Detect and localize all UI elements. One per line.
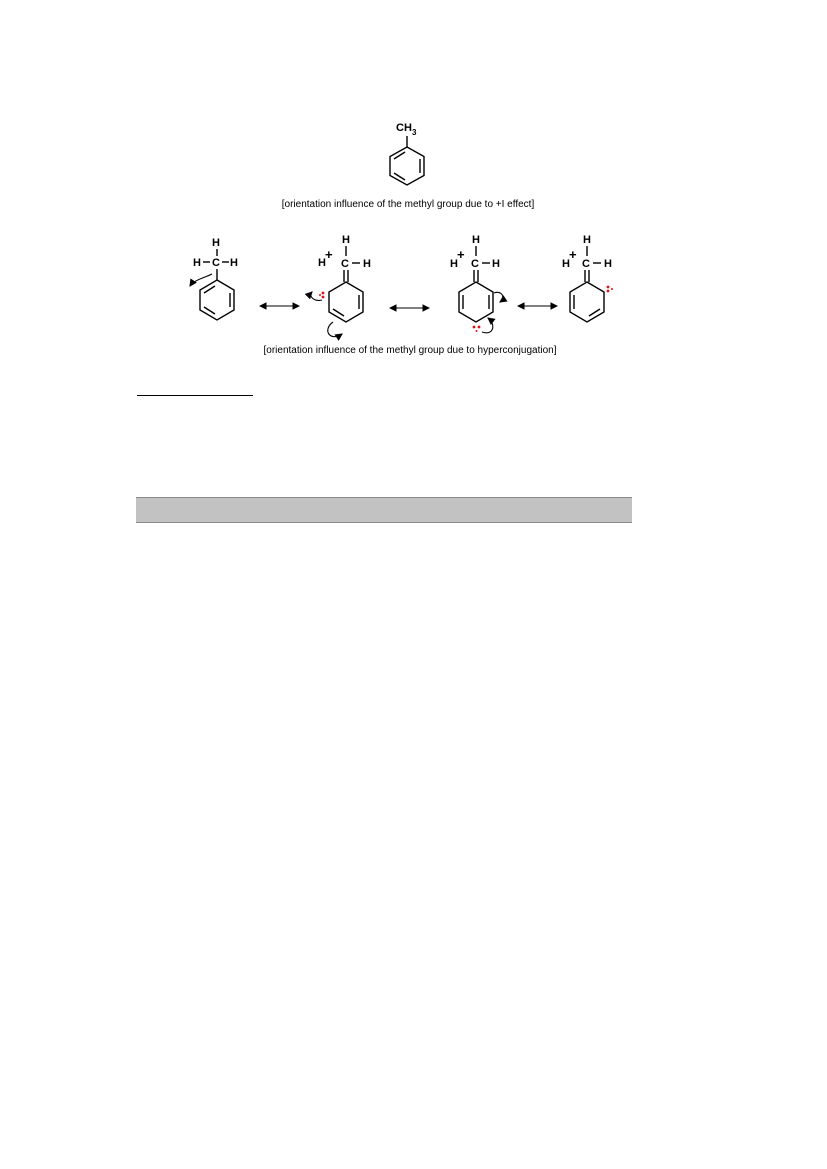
svg-text:H: H — [583, 234, 591, 246]
ring-3 — [458, 281, 494, 323]
svg-text:H: H — [212, 237, 220, 249]
shaded-header-band — [136, 497, 632, 523]
svg-text:H: H — [562, 258, 570, 270]
ring-4 — [569, 281, 605, 323]
curved-arrow — [189, 273, 213, 287]
svg-text:H: H — [342, 234, 350, 246]
resonance-structure-1: H H C H — [189, 237, 238, 321]
svg-text:C: C — [212, 257, 220, 269]
curved-arrow — [481, 317, 496, 334]
resonance-structure-2: H H + C H — [304, 234, 371, 341]
svg-text:H: H — [318, 257, 326, 269]
caption-inductive: [orientation influence of the methyl gro… — [282, 199, 535, 210]
resonance-structure-3: H H + C H — [450, 234, 508, 334]
curved-arrow — [493, 291, 508, 303]
toluene-ch-label: CH — [396, 122, 412, 134]
svg-text:H: H — [472, 234, 480, 246]
svg-text:H: H — [230, 257, 238, 269]
svg-text:C: C — [582, 258, 590, 270]
svg-text:C: C — [341, 258, 349, 270]
svg-text:H: H — [363, 258, 371, 270]
resonance-structure-4: H H + C H — [562, 234, 613, 323]
ring-2 — [328, 281, 364, 323]
curved-arrow — [304, 291, 323, 301]
svg-text:+: + — [457, 247, 465, 262]
curved-arrow — [327, 321, 343, 341]
chemistry-figure: CH 3 [orientation influence of the methy… — [189, 122, 613, 356]
svg-text:H: H — [492, 258, 500, 270]
svg-text:H: H — [450, 258, 458, 270]
benzene-ring — [389, 146, 425, 186]
svg-text:+: + — [325, 247, 333, 262]
ring-1 — [199, 279, 235, 321]
svg-text:+: + — [569, 247, 577, 262]
footnote-separator — [137, 395, 253, 396]
toluene-subscript: 3 — [412, 128, 417, 137]
svg-text:C: C — [471, 258, 479, 270]
svg-text:H: H — [604, 258, 612, 270]
caption-hyperconjugation: [orientation influence of the methyl gro… — [264, 345, 557, 356]
toluene-structure: CH 3 — [389, 122, 425, 186]
svg-text:H: H — [193, 257, 201, 269]
